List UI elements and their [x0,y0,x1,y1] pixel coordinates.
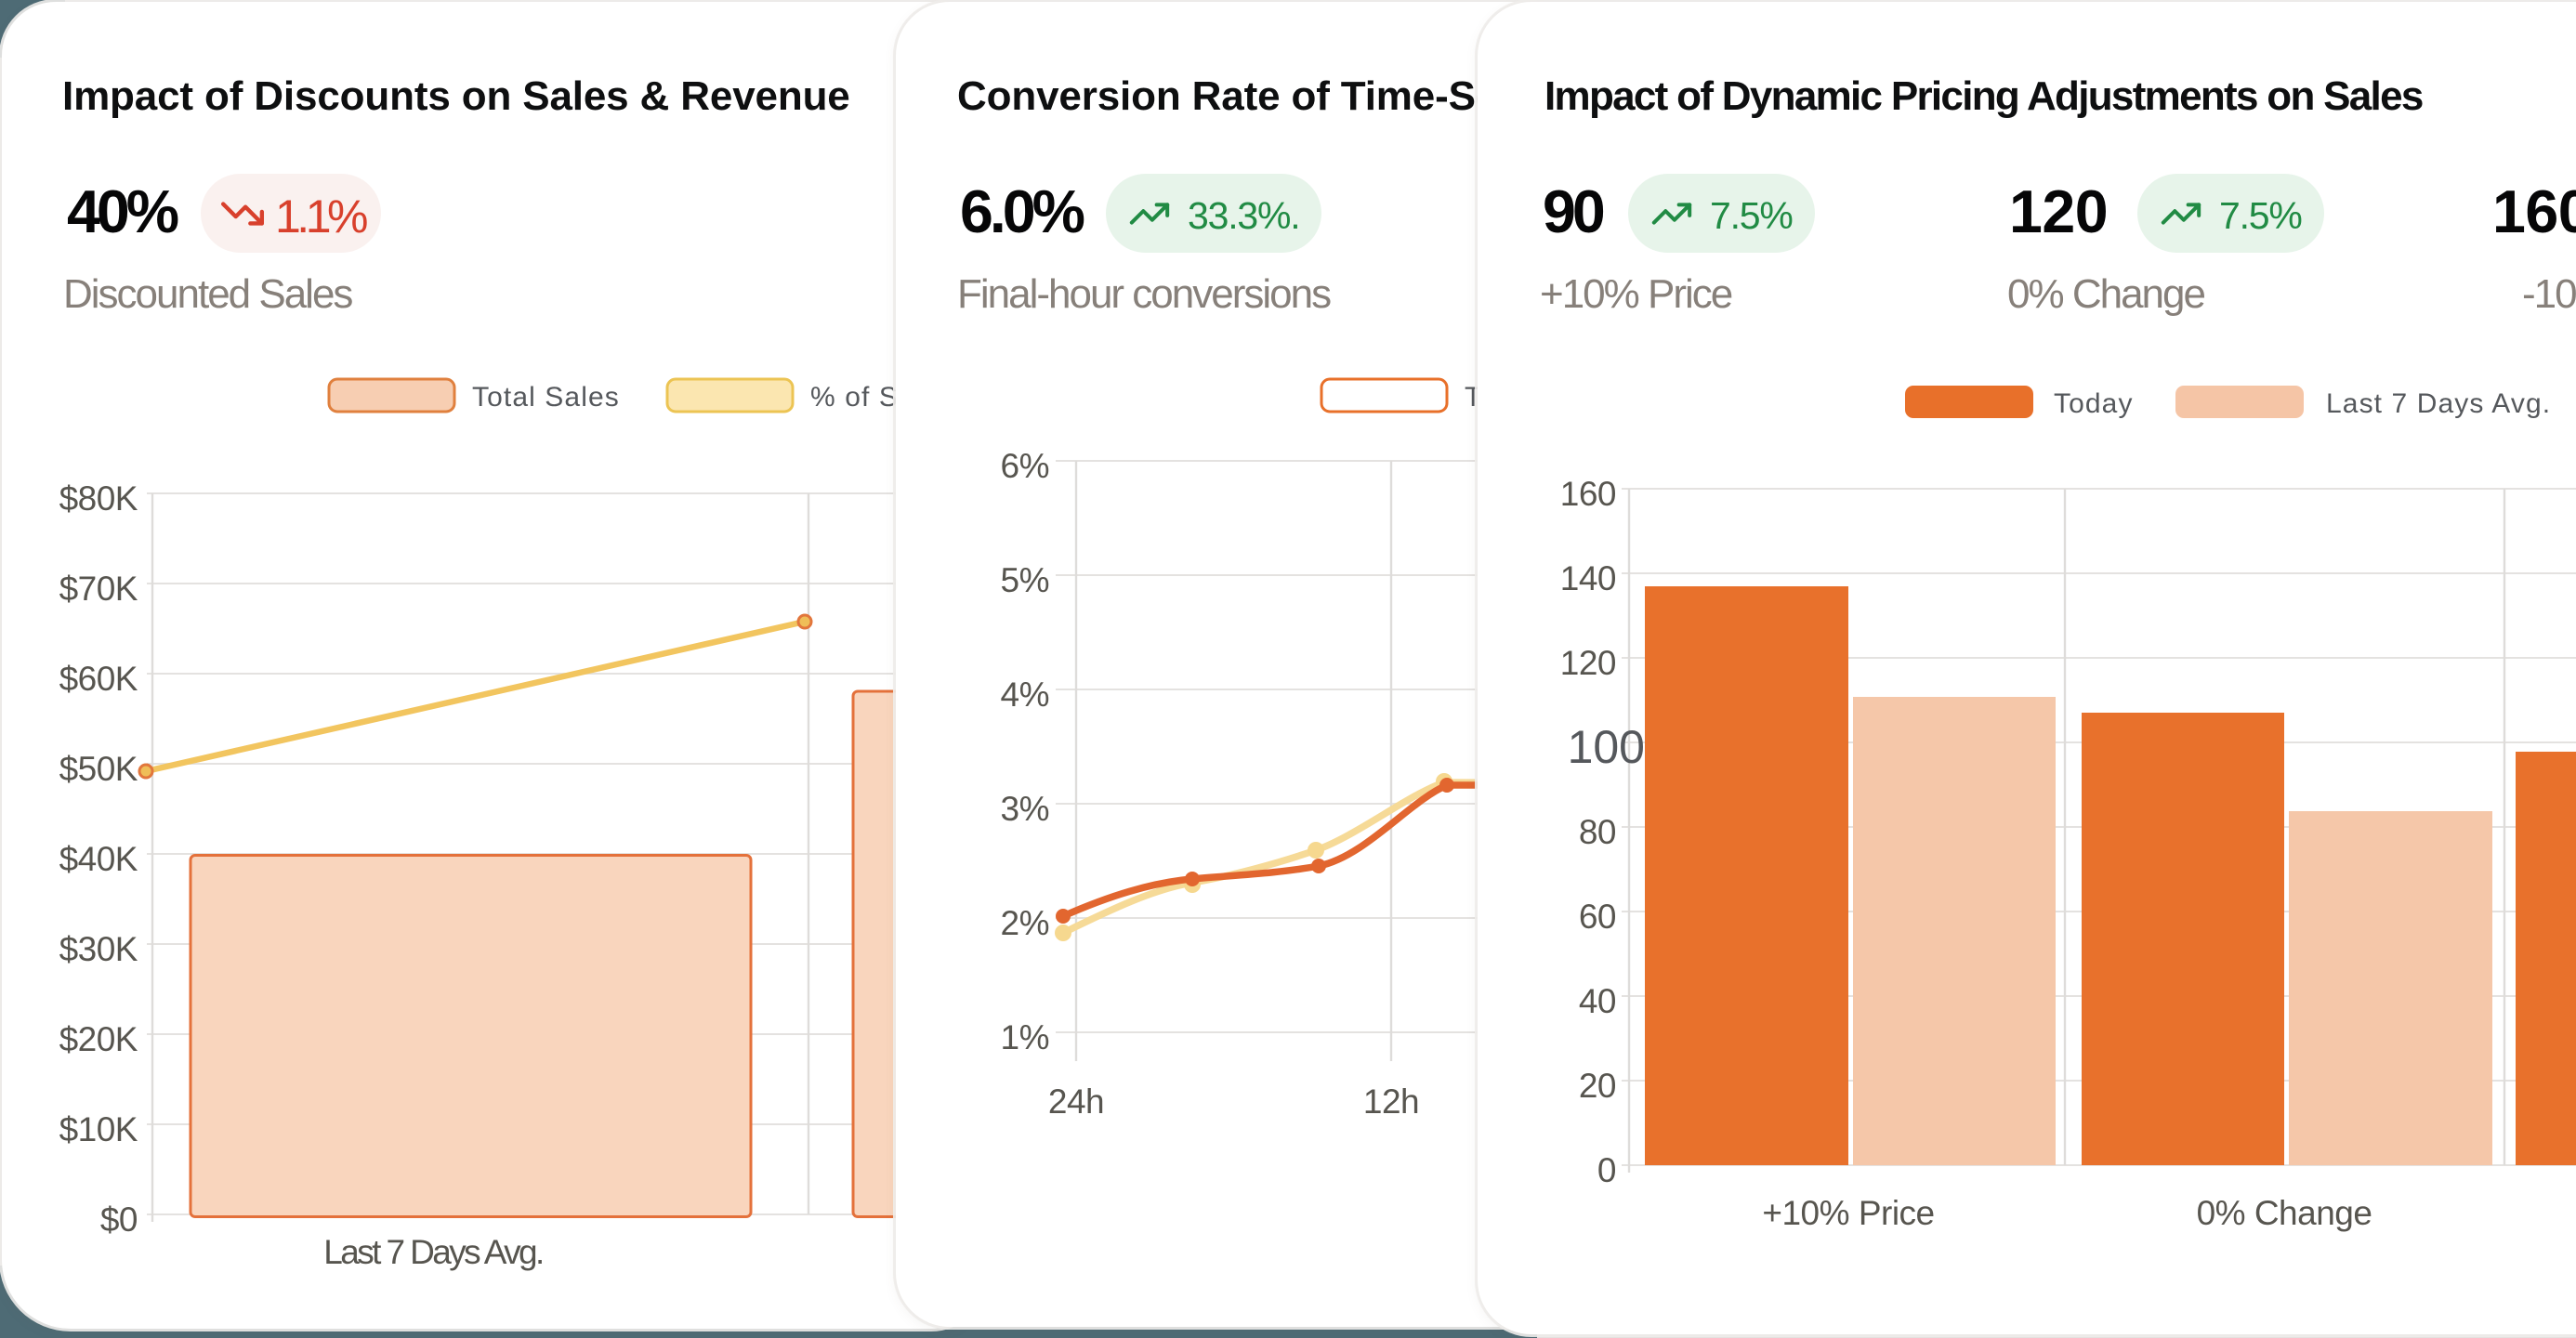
svg-text:Impact of Dynamic Pricing Adju: Impact of Dynamic Pricing Adjustments on… [1544,73,2423,119]
svg-text:$80K: $80K [59,479,138,518]
svg-text:140: 140 [1560,559,1616,597]
svg-text:5%: 5% [1001,561,1049,599]
svg-text:2%: 2% [1001,904,1049,942]
svg-text:120: 120 [1560,644,1616,682]
svg-text:40: 40 [1579,982,1616,1020]
svg-text:$0: $0 [100,1200,138,1239]
svg-text:160: 160 [1560,475,1616,513]
svg-text:$60K: $60K [59,660,138,698]
svg-text:0% Change: 0% Change [2197,1194,2372,1232]
svg-text:Discounted Sales: Discounted Sales [63,271,352,317]
svg-text:Last 7 Days Avg.: Last 7 Days Avg. [323,1233,542,1271]
svg-text:Last 7 Days Avg.: Last 7 Days Avg. [2326,388,2551,419]
svg-text:4%: 4% [1001,676,1049,714]
svg-text:60: 60 [1579,898,1616,936]
svg-text:+10% Price: +10% Price [1540,271,1732,317]
svg-text:$70K: $70K [59,570,138,608]
svg-text:20: 20 [1579,1067,1616,1105]
svg-text:Impact of Discounts on Sales &: Impact of Discounts on Sales & Revenue [62,73,850,119]
svg-text:3%: 3% [1001,790,1049,828]
svg-text:-10% Price: -10% Price [2522,271,2576,317]
svg-text:Conversion Rate of Time-Sensit: Conversion Rate of Time-Sensitive Offers [957,73,1580,119]
svg-text:0% Change: 0% Change [2007,271,2204,317]
svg-text:$40K: $40K [59,840,138,878]
svg-text:$30K: $30K [59,930,138,968]
svg-text:120: 120 [2009,178,2108,245]
svg-text:160: 160 [2492,178,2576,245]
svg-text:$50K: $50K [59,750,138,788]
svg-text:6%: 6% [1001,447,1049,485]
svg-text:12h: 12h [1363,1082,1419,1121]
svg-text:0: 0 [1597,1151,1616,1189]
svg-text:Today: Today [2054,388,2134,419]
svg-text:$10K: $10K [59,1110,138,1148]
svg-text:Total Sales: Total Sales [472,382,620,413]
svg-text:+10% Price: +10% Price [1762,1194,1934,1232]
svg-text:$20K: $20K [59,1020,138,1058]
svg-text:90: 90 [1543,178,1604,245]
svg-text:80: 80 [1579,813,1616,851]
svg-text:6.0%: 6.0% [960,178,1084,245]
svg-text:100: 100 [1568,721,1645,773]
svg-text:1%: 1% [1001,1018,1049,1056]
svg-text:40%: 40% [67,178,178,245]
svg-text:Final-hour conversions: Final-hour conversions [957,271,1331,317]
svg-text:24h: 24h [1048,1082,1104,1121]
